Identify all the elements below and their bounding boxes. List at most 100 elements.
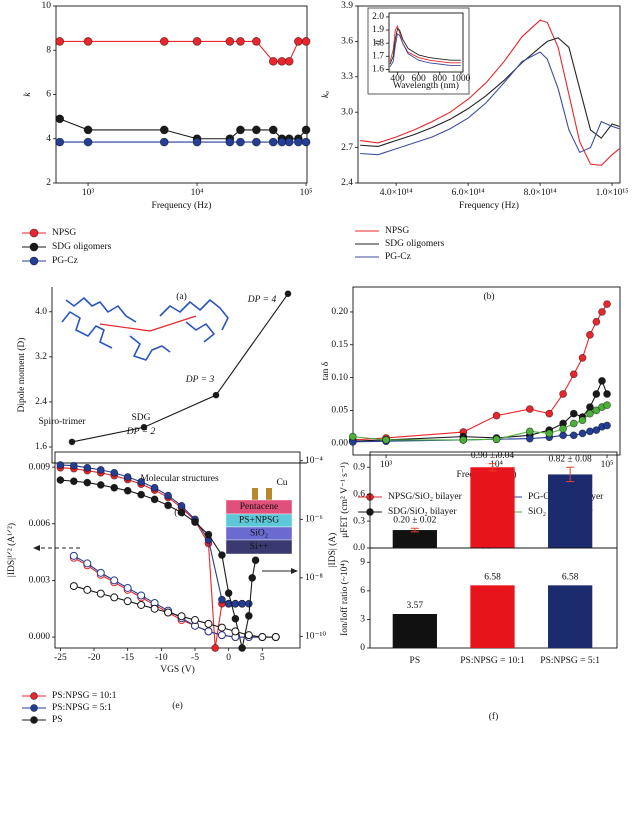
panel-caption: (f) — [489, 711, 499, 722]
series-line — [71, 293, 289, 443]
data-point — [217, 623, 226, 632]
data-point — [211, 644, 220, 652]
data-label: 6.58 — [484, 573, 501, 583]
data-point — [218, 551, 226, 559]
data-point — [248, 573, 257, 582]
molecule-fragment — [185, 321, 215, 343]
plot-frame — [54, 451, 301, 649]
y-axis-label: n — [373, 40, 383, 45]
data-point — [159, 125, 169, 135]
data-point — [231, 627, 240, 636]
data-point — [150, 604, 159, 613]
data-point — [83, 37, 93, 46]
panel: 4.0×10¹⁴ 6.0×10¹⁴ 8.0×10¹⁴ 1.0×10¹⁵ 2.4 2.7 3.… — [321, 1, 628, 302]
data-point — [204, 627, 213, 636]
y-axis-label: tan δ — [321, 361, 331, 380]
data-point — [559, 424, 567, 433]
data-point — [56, 476, 65, 484]
data-point — [110, 593, 119, 602]
annotation: DP = 4 — [247, 295, 277, 305]
x-tick-label: 600 — [411, 74, 426, 84]
legend-entry: SDG oligomers — [355, 239, 445, 249]
bar — [470, 467, 515, 548]
molecule-fragment — [129, 335, 171, 361]
data-point — [284, 290, 292, 298]
x-axis-label: Molecular structures — [140, 474, 219, 484]
data-point — [150, 483, 159, 492]
x-tick-label: 1000 — [451, 74, 470, 84]
annotation: DP = 2 — [126, 427, 156, 437]
data-point — [191, 518, 199, 527]
series-line — [389, 33, 461, 67]
data-point — [603, 390, 611, 398]
series-line — [360, 19, 620, 166]
annotation: DP = 3 — [185, 375, 215, 385]
device-label: Si++ — [250, 542, 269, 552]
y-tick-label: 2.7 — [341, 143, 353, 153]
data-point — [96, 466, 105, 474]
data-point — [231, 599, 240, 608]
legend-entry: PG-Cz — [22, 256, 78, 266]
y-tick-label: 0.15 — [331, 340, 348, 350]
data-point — [177, 508, 186, 517]
legend-label: PS:NPSG = 5:1 — [52, 703, 112, 713]
molecule-fragment — [159, 299, 229, 331]
legend-label: SDG/SiO₂ bilayer — [388, 507, 457, 517]
legend-marker — [29, 242, 39, 252]
data-point — [592, 426, 601, 434]
legend-entry: PS:NPSG = 5:1 — [22, 703, 112, 713]
x-category-label: PS:NPSG = 10:1 — [460, 656, 525, 666]
legend-marker — [30, 692, 38, 700]
y-tick-label: 9 — [360, 557, 365, 567]
legend-label: PG-Cz — [52, 256, 78, 266]
data-point — [55, 37, 65, 46]
data-point — [545, 429, 554, 438]
x-tick-label: 0 — [226, 653, 231, 663]
y-tick-label: 3.2 — [35, 352, 47, 362]
y-tick-label: 1.8 — [372, 38, 384, 48]
data-point — [578, 416, 587, 425]
legend-label: NPSG — [52, 228, 76, 238]
data-point — [123, 597, 132, 606]
x-axis-label: Frequency (Hz) — [152, 200, 212, 211]
x-axis-label: VGS (V) — [160, 664, 195, 675]
panel: 0 3 6 9 PS PS:NPSG = 10:1 PS:NPSG = 5:1 Ion/Iof… — [339, 547, 618, 722]
x-tick-label: 10⁴ — [191, 188, 205, 198]
data-point — [192, 137, 202, 147]
y-tick-label: 0.6 — [353, 489, 365, 499]
dipole-line — [99, 323, 151, 332]
x-tick-label: -15 — [121, 653, 134, 663]
y-tick-label: 0.3 — [353, 516, 365, 526]
axis-arrows — [33, 545, 298, 574]
panel: 400 600 800 1000 1.6 1.7 1.8 1.9 2.0 Wavelength (… — [367, 7, 471, 95]
data-point — [96, 481, 105, 489]
y-axis-label: k — [23, 92, 33, 97]
plot-frame — [388, 12, 464, 73]
data-point — [382, 436, 390, 444]
legend-label: PS:NPSG = 10:1 — [52, 691, 117, 701]
data-point — [268, 137, 278, 147]
legend-label: PS — [52, 715, 63, 725]
panel-caption: (a) — [176, 291, 187, 302]
y2-tick-label: 10⁻⁶ — [305, 515, 323, 525]
legend-label: PG-Cz — [385, 252, 411, 262]
data-label: 0.90 ± 0.04 — [471, 451, 514, 461]
data-point — [236, 137, 245, 147]
data-point — [218, 595, 226, 604]
data-point — [110, 468, 119, 477]
data-point — [569, 370, 578, 379]
plot-frame — [357, 5, 621, 184]
data-point — [284, 56, 294, 66]
data-point — [268, 56, 278, 66]
x-tick-label: -25 — [54, 653, 67, 663]
x-tick-label: -10 — [155, 653, 168, 663]
data-point — [110, 483, 119, 492]
bar — [548, 585, 593, 648]
inset-box — [367, 7, 470, 95]
y-tick-label: 2.0 — [372, 12, 384, 22]
y-tick-label: 0.05 — [331, 406, 348, 416]
data-point — [69, 461, 78, 470]
data-point — [137, 591, 146, 600]
